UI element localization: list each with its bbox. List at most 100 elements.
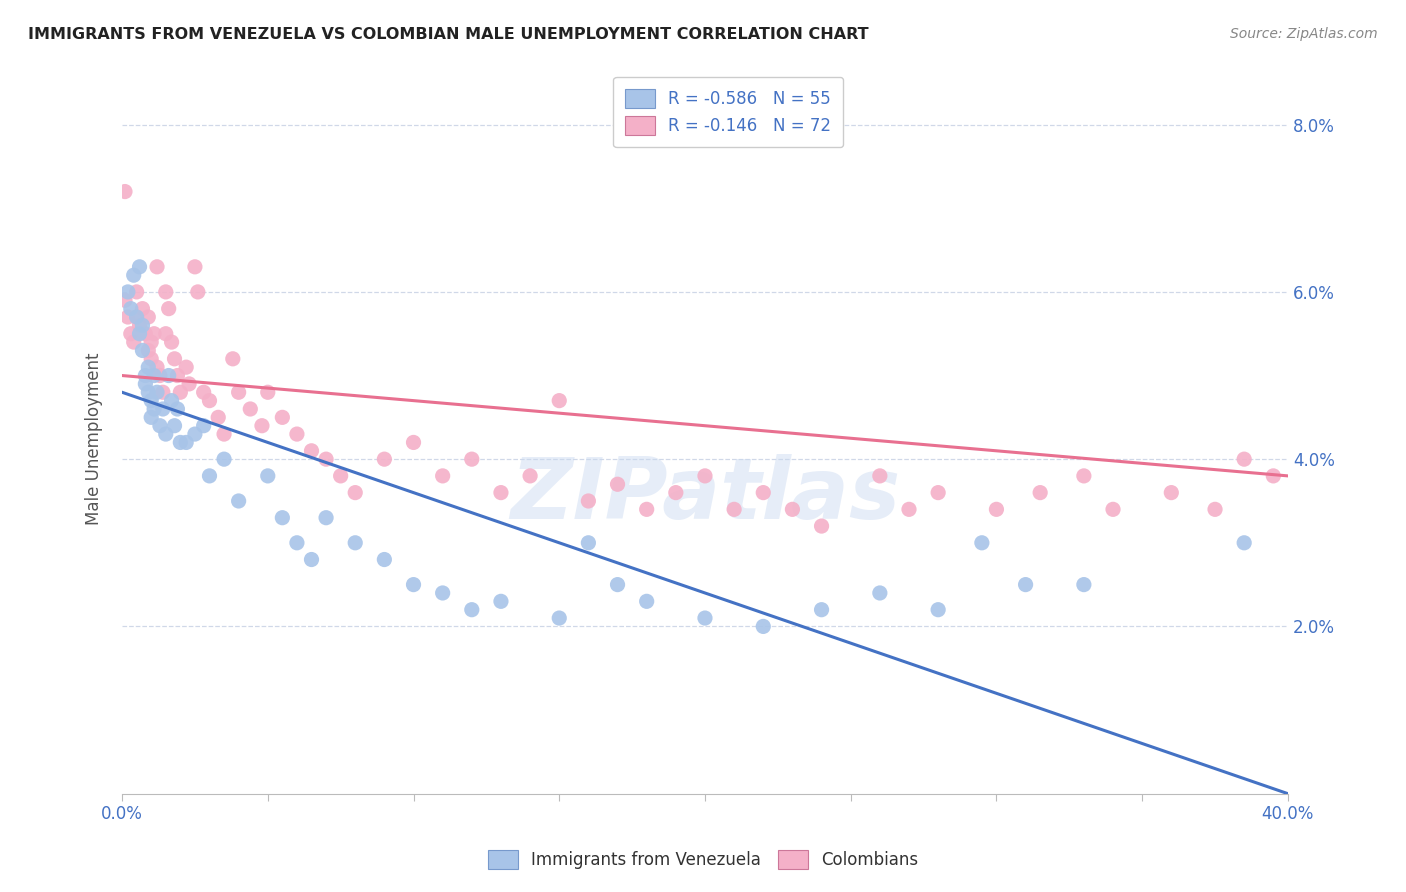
Point [155,326,177,341]
Point [271,410,294,425]
Point [489,594,512,608]
Point [606,477,628,491]
Point [1204,502,1226,516]
Point [184,260,207,274]
Point [1263,469,1285,483]
Point [143,402,166,417]
Point [193,418,215,433]
Point [166,368,188,383]
Point [1073,469,1095,483]
Point [146,385,169,400]
Point [184,427,207,442]
Point [136,343,159,358]
Point [136,360,159,375]
Point [606,577,628,591]
Point [125,310,148,324]
Point [250,418,273,433]
Point [163,351,186,366]
Point [155,427,177,442]
Point [693,611,716,625]
Point [155,285,177,299]
Point [461,603,484,617]
Point [157,368,180,383]
Point [548,611,571,625]
Point [256,469,278,483]
Point [927,485,949,500]
Point [576,536,599,550]
Point [146,360,169,375]
Point [461,452,484,467]
Point [970,536,993,550]
Point [128,260,150,274]
Legend: Immigrants from Venezuela, Colombians: Immigrants from Venezuela, Colombians [478,840,928,880]
Point [174,360,197,375]
Point [301,443,323,458]
Point [157,301,180,316]
Text: IMMIGRANTS FROM VENEZUELA VS COLOMBIAN MALE UNEMPLOYMENT CORRELATION CHART: IMMIGRANTS FROM VENEZUELA VS COLOMBIAN M… [28,27,869,42]
Point [256,385,278,400]
Point [285,536,308,550]
Point [163,418,186,433]
Point [131,301,153,316]
Point [177,376,200,391]
Point [373,452,395,467]
Point [986,502,1008,516]
Point [1233,452,1256,467]
Point [271,510,294,524]
Point [315,510,337,524]
Point [576,494,599,508]
Point [402,435,425,450]
Point [114,185,136,199]
Point [869,586,891,600]
Point [636,502,658,516]
Point [1073,577,1095,591]
Point [187,285,209,299]
Point [169,435,191,450]
Point [146,260,169,274]
Point [1029,485,1052,500]
Point [1102,502,1125,516]
Point [160,335,183,350]
Point [723,502,745,516]
Point [166,402,188,417]
Point [198,393,221,408]
Point [160,393,183,408]
Point [169,385,191,400]
Point [122,268,145,283]
Point [193,385,215,400]
Point [128,326,150,341]
Point [344,485,367,500]
Point [752,619,775,633]
Point [120,326,142,341]
Point [810,603,832,617]
Point [131,318,153,333]
Point [143,368,166,383]
Text: Source: ZipAtlas.com: Source: ZipAtlas.com [1230,27,1378,41]
Point [782,502,804,516]
Point [152,385,174,400]
Point [198,469,221,483]
Point [329,469,352,483]
Point [128,318,150,333]
Point [285,427,308,442]
Point [141,351,163,366]
Point [134,376,156,391]
Point [927,603,949,617]
Point [432,469,454,483]
Point [212,452,235,467]
Point [212,427,235,442]
Legend: R = -0.586   N = 55, R = -0.146   N = 72: R = -0.586 N = 55, R = -0.146 N = 72 [613,77,844,147]
Point [315,452,337,467]
Point [117,310,139,324]
Point [519,469,541,483]
Point [149,418,172,433]
Point [301,552,323,566]
Point [136,385,159,400]
Point [136,310,159,324]
Point [810,519,832,533]
Point [174,435,197,450]
Point [114,293,136,308]
Point [228,494,250,508]
Point [1014,577,1036,591]
Point [636,594,658,608]
